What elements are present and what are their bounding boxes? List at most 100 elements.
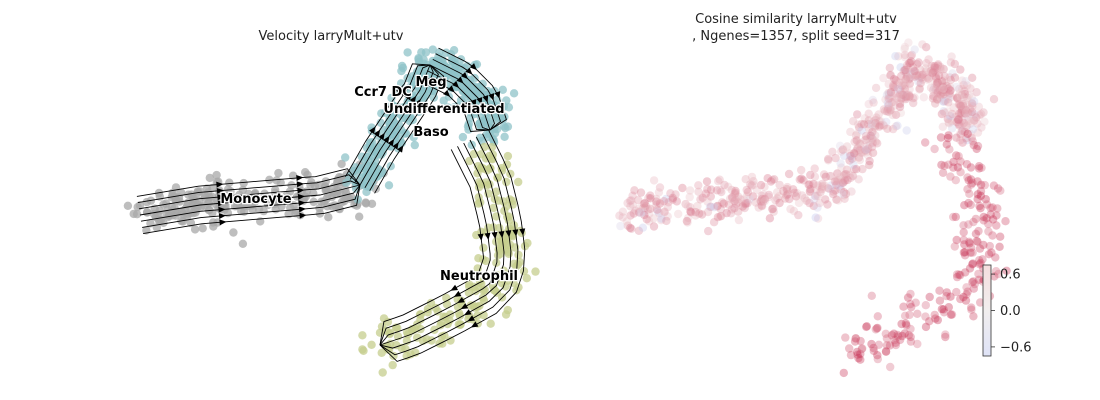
colorbar-tick-label: 0.0	[1000, 304, 1021, 319]
cell-point	[472, 107, 481, 116]
cell-point	[944, 94, 953, 104]
cell-point	[845, 170, 854, 179]
cell-point	[871, 83, 881, 93]
cell-point	[840, 176, 850, 185]
cell-point	[879, 121, 888, 130]
cell-point	[759, 197, 768, 206]
cell-point	[731, 195, 740, 204]
cell-point	[944, 118, 953, 127]
cell-point	[893, 121, 902, 130]
cell-point	[965, 189, 974, 198]
cell-point	[991, 253, 1000, 262]
stream-arrowhead	[383, 135, 390, 144]
cell-point	[226, 187, 235, 196]
cell-point	[678, 183, 687, 193]
cell-point	[954, 100, 964, 109]
cell-point	[931, 74, 941, 83]
cell-point	[531, 267, 540, 276]
cell-point	[977, 163, 986, 172]
cell-point	[899, 302, 908, 311]
cell-point	[782, 191, 791, 200]
cell-point	[905, 92, 914, 101]
cell-point	[622, 217, 631, 226]
cell-point	[935, 286, 944, 295]
stream-arrowhead	[397, 145, 404, 153]
cell-point	[974, 275, 983, 284]
cell-point	[719, 199, 728, 208]
cell-point	[869, 343, 878, 353]
cell-point	[865, 160, 874, 170]
cell-point	[133, 202, 142, 212]
cell-point	[968, 125, 978, 134]
cell-point	[902, 90, 911, 100]
cell-point	[756, 180, 766, 190]
cell-point	[238, 239, 248, 248]
cell-point	[618, 213, 627, 222]
velocity-cell-points	[123, 45, 540, 377]
cell-point	[291, 209, 300, 218]
cell-point	[932, 95, 942, 104]
cell-point	[324, 213, 333, 222]
cell-point	[401, 344, 410, 354]
cell-point	[971, 229, 981, 238]
cell-point	[889, 97, 898, 107]
cell-point	[964, 91, 974, 100]
cell-point	[944, 84, 953, 93]
cell-point	[832, 177, 841, 186]
cell-point	[953, 94, 962, 103]
cell-point	[838, 189, 847, 199]
cell-point	[900, 329, 909, 338]
cell-point	[769, 207, 778, 216]
cell-point	[958, 100, 968, 109]
cell-point	[757, 201, 766, 210]
cell-point	[943, 114, 952, 124]
cell-point	[947, 109, 957, 119]
cell-point	[972, 144, 981, 154]
cell-point	[865, 160, 874, 170]
cell-point	[757, 194, 767, 204]
cell-point	[873, 139, 882, 148]
cell-point	[640, 203, 649, 213]
cell-point	[416, 315, 425, 324]
cell-point	[960, 89, 970, 99]
cell-point	[904, 91, 914, 100]
cell-point	[952, 287, 961, 297]
cell-point	[969, 312, 978, 321]
cell-point	[850, 137, 859, 146]
cell-point	[902, 68, 911, 78]
cell-point	[915, 84, 924, 93]
cell-point	[962, 290, 971, 299]
cell-point	[954, 270, 964, 279]
cell-point	[970, 279, 979, 289]
cell-point	[764, 190, 774, 200]
cell-point	[918, 40, 927, 49]
cell-point	[879, 105, 889, 114]
cell-point	[654, 188, 664, 197]
cell-point	[759, 196, 768, 205]
cell-point	[994, 269, 1003, 279]
cell-point	[839, 368, 848, 378]
cell-point	[846, 173, 855, 183]
cell-point	[966, 200, 975, 210]
cell-point	[922, 59, 931, 68]
cell-point	[974, 162, 984, 171]
cell-point	[961, 77, 970, 86]
cell-point	[941, 88, 951, 97]
cell-point	[906, 289, 915, 299]
cell-point	[941, 330, 950, 339]
cell-point	[959, 292, 968, 302]
cell-point	[626, 211, 635, 220]
cell-point	[123, 201, 133, 210]
cell-point	[933, 315, 942, 325]
cell-point	[845, 149, 855, 158]
cell-point	[865, 124, 874, 133]
cell-point	[703, 207, 713, 217]
cell-point	[337, 159, 346, 169]
streamline	[138, 180, 361, 210]
cell-point	[939, 107, 948, 116]
cell-point	[871, 121, 880, 130]
cell-point	[938, 122, 947, 131]
cell-point	[734, 198, 743, 207]
cell-point	[902, 321, 911, 330]
cell-point	[806, 187, 815, 197]
